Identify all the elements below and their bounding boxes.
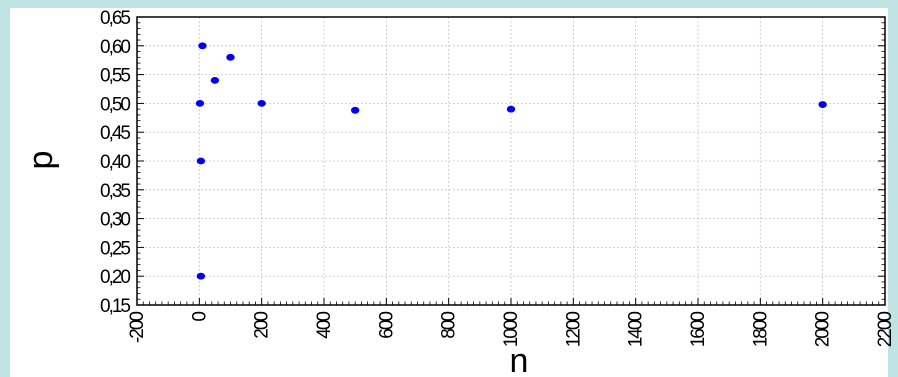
y-tick-label: 0,30 — [100, 210, 130, 231]
grid-lines — [136, 16, 886, 306]
y-tick-label: 0,55 — [100, 66, 130, 87]
x-tick-label: 1400 — [626, 312, 647, 348]
x-tick-labels: -200 0 200 400 600 800 1000 1200 1400 1600 1800 200… — [127, 312, 896, 348]
x-tick-label: 1200 — [563, 312, 584, 348]
x-tick-label: 1000 — [501, 312, 522, 348]
data-point — [198, 42, 207, 50]
y-tick-labels: 0,15 0,20 0,25 0,30 0,35 0,40 0,45 0,50 0,55 0,60… — [100, 8, 132, 317]
y-tick-label: 0,20 — [100, 267, 130, 288]
data-point — [210, 76, 220, 84]
x-tick-label: 600 — [376, 312, 397, 339]
y-axis-label: p — [22, 151, 60, 170]
data-point — [257, 100, 266, 107]
y-tick-label: 0,65 — [100, 8, 130, 29]
x-tick-label: -200 — [127, 312, 148, 343]
data-point — [196, 272, 206, 280]
y-tick-label: 0,45 — [100, 123, 130, 144]
x-tick-label: 2000 — [813, 312, 834, 348]
y-tick-label: 0,25 — [100, 238, 130, 259]
x-tick-label: 1800 — [750, 312, 771, 348]
x-tick-label: 200 — [252, 312, 273, 339]
x-tick-label: 800 — [439, 312, 460, 339]
data-point — [226, 53, 235, 61]
data-point — [196, 157, 206, 165]
y-tick-label: 0,35 — [100, 181, 130, 202]
data-point — [818, 101, 827, 108]
data-point — [350, 106, 360, 114]
x-axis-label: n — [510, 342, 529, 377]
x-tick-label: 2200 — [875, 312, 896, 348]
y-tick-label: 0,40 — [100, 152, 130, 173]
x-tick-label: 1600 — [688, 312, 709, 348]
y-tick-label: 0,15 — [100, 296, 130, 317]
x-tick-label: 400 — [314, 312, 335, 339]
y-tick-label: 0,60 — [100, 37, 130, 58]
y-tick-label: 0,50 — [100, 94, 130, 115]
data-point — [195, 100, 205, 107]
data-point — [506, 105, 516, 113]
data-points — [195, 42, 827, 280]
x-tick-label: 0 — [189, 312, 210, 322]
plot-area-border — [136, 16, 886, 306]
